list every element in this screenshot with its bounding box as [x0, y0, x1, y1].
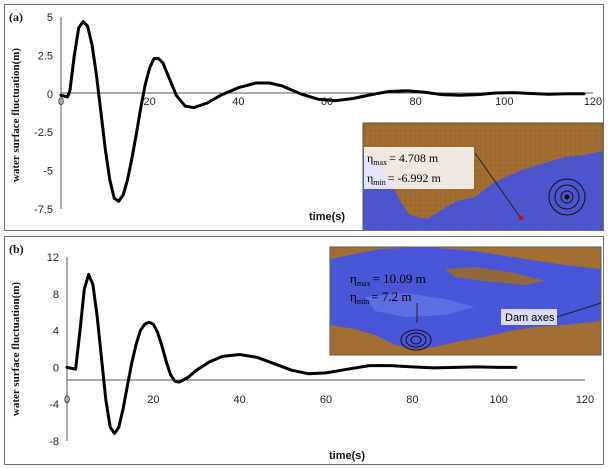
x-tick-label-b-1: 20 [147, 394, 159, 406]
y-tick-label-b-1: 8 [53, 289, 59, 301]
y-tick-label-b-4: -4 [49, 399, 59, 411]
x-tick-label-b-5: 100 [489, 394, 507, 406]
dam-axes-label-box [501, 309, 557, 325]
inset-a-label-box [364, 147, 474, 189]
y-tick-label-a-2: 0 [47, 89, 53, 101]
dam-axes-label: Dam axes [505, 312, 555, 324]
eta-max-label-a: ηmax = 4.708 m [367, 151, 439, 167]
y-tick-label-a-5: -7.5 [34, 204, 53, 216]
y-tick-label-b-0: 12 [47, 252, 59, 264]
series-line-b [65, 273, 518, 436]
x-tick-label-a-2: 40 [232, 96, 244, 108]
y-axis-label-b: water surface fluctuation(m) [10, 282, 22, 417]
panel-b-label: (b) [9, 242, 24, 256]
chart-a-svg: (a) 02040608010012052.50-2.5-5-7.5 water… [9, 10, 603, 230]
inset-map-a: ηmax = 4.708 m ηmin = -6.992 m [362, 122, 603, 230]
x-tick-label-a-4: 80 [410, 96, 422, 108]
y-tick-label-b-3: 0 [53, 362, 59, 374]
x-tick-label-b-3: 60 [320, 394, 332, 406]
eta-min-label-b: ηmin = 7.2 m [350, 289, 411, 306]
x-tick-label-b-4: 80 [406, 394, 418, 406]
eta-min-label-a: ηmin = -6.992 m [367, 171, 441, 187]
x-tick-label-b-6: 120 [576, 394, 594, 406]
y-tick-label-a-0: 5 [47, 12, 53, 24]
dam-axes-pointer-line [556, 302, 602, 318]
y-tick-label-b-5: -8 [49, 436, 59, 448]
x-axis-label-b: time(s) [329, 450, 365, 462]
chart-b-svg: (b) 02040608010012012840-4-8 water surfa… [9, 242, 602, 462]
x-tick-label-a-3: 60 [321, 96, 333, 108]
wave-rings-icon [400, 329, 432, 351]
eta-max-label-b: ηmax = 10.09 m [350, 271, 426, 288]
x-axis-label-a: time(s) [309, 211, 345, 223]
y-axis-label-a: water surface fluctuation(m) [10, 48, 22, 183]
x-tick-label-a-6: 120 [584, 96, 602, 108]
y-tick-label-b-2: 4 [53, 326, 59, 338]
x-tick-label-a-5: 100 [495, 96, 513, 108]
y-tick-label-a-1: 2.5 [38, 50, 53, 62]
x-tick-label-a-1: 20 [144, 96, 156, 108]
y-tick-label-a-3: -2.5 [34, 127, 53, 139]
panel-a-label: (a) [9, 10, 23, 24]
inset-map-b: ηmax = 10.09 m ηmin = 7.2 m Dam axes [329, 246, 602, 356]
inset-a-pointer-line [474, 152, 521, 218]
chart-panel-a: (a) 02040608010012052.50-2.5-5-7.5 water… [4, 4, 604, 231]
y-tick-label-a-4: -5 [43, 166, 53, 178]
inset-a-point-marker [518, 215, 524, 221]
chart-panel-b: (b) 02040608010012012840-4-8 water surfa… [4, 236, 604, 465]
series-line-a [59, 20, 586, 203]
wave-rings-icon [548, 178, 586, 216]
x-tick-label-b-2: 40 [234, 394, 246, 406]
